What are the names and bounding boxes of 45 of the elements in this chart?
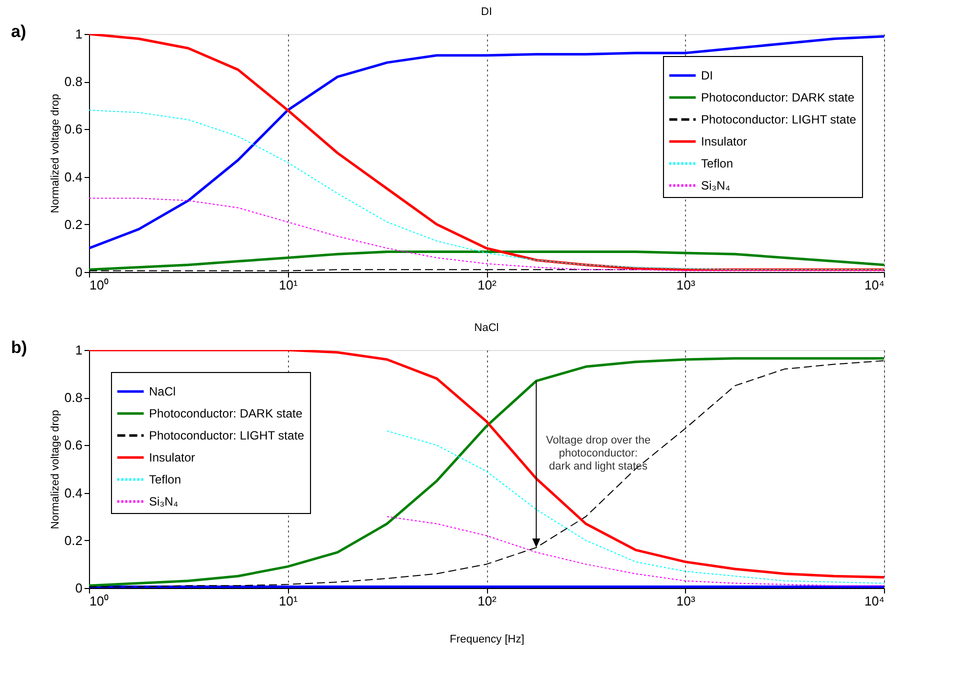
line-series bbox=[89, 110, 884, 270]
x-tick-label: 10³ bbox=[676, 278, 696, 292]
legend-label: Insulator bbox=[701, 134, 748, 148]
text: b) bbox=[11, 338, 28, 357]
x-tick-label: 10⁴ bbox=[864, 278, 884, 292]
chart-title: DI bbox=[481, 6, 492, 18]
x-axis-title: Frequency [Hz] bbox=[450, 634, 524, 646]
legend-label: Insulator bbox=[149, 450, 196, 464]
x-tick-label: 10⁴ bbox=[864, 594, 884, 608]
chart-title: NaCl bbox=[474, 322, 499, 334]
y-axis-title: Normalized voltage drop bbox=[49, 410, 62, 530]
line-series bbox=[386, 430, 884, 584]
y-tick-label: 1 bbox=[75, 342, 82, 358]
legend-label: Teflon bbox=[701, 156, 734, 170]
y-tick-label: 0.4 bbox=[64, 485, 82, 500]
x-tick-label: 10¹ bbox=[278, 278, 298, 292]
x-tick-label: 10² bbox=[478, 278, 498, 292]
x-tick-label: 10¹ bbox=[278, 594, 298, 608]
text: a) bbox=[11, 22, 26, 41]
line-series bbox=[386, 516, 884, 586]
y-tick-label: 0.6 bbox=[64, 122, 82, 137]
legend-label: Si₃N₄ bbox=[149, 494, 178, 508]
y-tick-label: 0 bbox=[75, 264, 82, 280]
legend-label: Photoconductor: DARK state bbox=[701, 90, 855, 104]
y-tick-label: 0.6 bbox=[64, 438, 82, 453]
y-tick-label: 0.4 bbox=[64, 169, 82, 184]
legend-label: Photoconductor: LIGHT state bbox=[701, 112, 857, 126]
y-tick-label: 0.2 bbox=[64, 532, 82, 548]
y-tick-label: 0.8 bbox=[64, 74, 82, 90]
legend-label: Photoconductor: LIGHT state bbox=[149, 428, 305, 442]
legend-label: Photoconductor: DARK state bbox=[149, 406, 303, 420]
x-tick-label: 10³ bbox=[676, 594, 696, 608]
legend-label: DI bbox=[701, 68, 713, 82]
y-axis-title: Normalized voltage drop bbox=[49, 94, 62, 214]
y-tick-label: 0 bbox=[75, 580, 82, 596]
legend-label: Si₃N₄ bbox=[701, 178, 730, 192]
legend-label: NaCl bbox=[149, 384, 176, 398]
x-tick-label: 10² bbox=[478, 594, 498, 608]
x-tick-label: 10⁰ bbox=[90, 278, 109, 292]
x-tick-label: 10⁰ bbox=[90, 594, 109, 608]
annotation: Voltage drop over the photoconductor: dark and light states bbox=[546, 434, 651, 472]
y-tick-label: 0.2 bbox=[64, 216, 82, 232]
y-tick-label: 0.8 bbox=[64, 390, 82, 406]
legend-label: Teflon bbox=[149, 472, 182, 486]
y-tick-label: 1 bbox=[75, 26, 82, 42]
